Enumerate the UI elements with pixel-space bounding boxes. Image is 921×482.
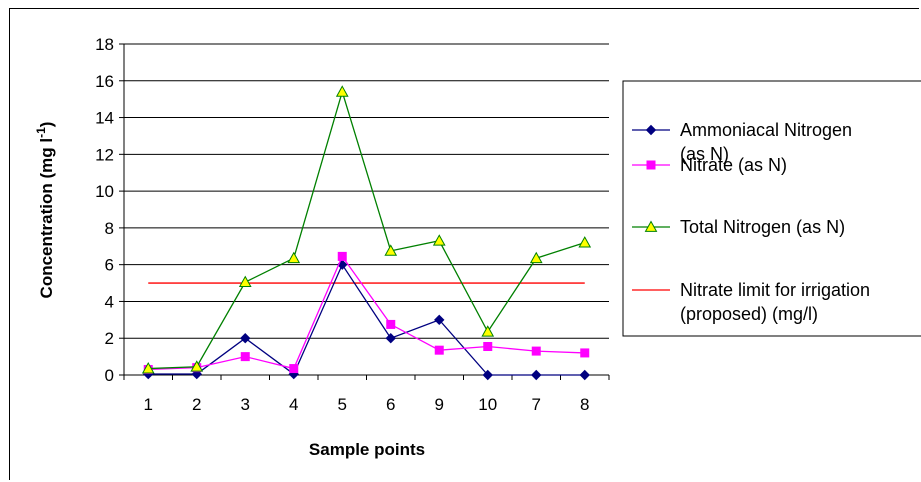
y-tick-label: 10 <box>95 182 114 201</box>
series-line <box>148 255 585 371</box>
y-tick-label: 16 <box>95 72 114 91</box>
x-tick-label: 8 <box>580 395 589 414</box>
data-point-marker <box>578 236 592 248</box>
legend: Ammoniacal Nitrogen (as N)Nitrate (as N) T… <box>622 80 921 337</box>
x-tick-label: 5 <box>338 395 347 414</box>
data-point-marker <box>580 348 590 358</box>
series-layer <box>141 85 592 381</box>
series-1 <box>143 251 590 374</box>
data-point-marker <box>289 364 299 374</box>
legend-box <box>622 80 921 337</box>
data-point-marker <box>644 220 658 232</box>
y-tick-label: 8 <box>105 219 114 238</box>
data-point-marker <box>579 369 590 381</box>
y-tick-label: 12 <box>95 145 114 164</box>
x-tick-label: 10 <box>478 395 497 414</box>
y-tick-label: 0 <box>105 366 114 385</box>
data-point-marker <box>434 345 444 355</box>
data-point-marker <box>337 251 347 261</box>
data-point-marker <box>481 325 495 337</box>
data-point-marker <box>646 160 656 170</box>
y-tick-label: 4 <box>105 292 114 311</box>
x-tick-label: 7 <box>532 395 541 414</box>
data-point-marker <box>531 369 542 381</box>
data-point-marker <box>529 251 543 264</box>
y-tick-label: 14 <box>95 109 114 128</box>
data-point-marker <box>386 319 396 329</box>
x-tick-label: 2 <box>192 395 201 414</box>
data-point-marker <box>482 369 493 381</box>
y-axis-title-superscript: -1 <box>34 127 48 138</box>
y-tick-label: 18 <box>95 35 114 54</box>
x-tick-label: 1 <box>144 395 153 414</box>
legend-label: (proposed) (mg/l) <box>680 304 818 324</box>
legend-label: Nitrate (as N) <box>680 155 787 175</box>
x-tick-label: 9 <box>435 395 444 414</box>
data-point-marker <box>384 244 398 256</box>
chart-frame <box>9 8 919 480</box>
data-point-marker <box>335 85 349 97</box>
data-point-marker <box>240 333 251 344</box>
data-point-marker <box>287 251 301 264</box>
y-tick-label: 6 <box>105 256 114 275</box>
y-axis-title-main: Concentration (mg l <box>37 138 56 299</box>
legend-label: Ammoniacal Nitrogen <box>680 120 852 140</box>
data-point-marker <box>531 346 541 356</box>
data-point-marker <box>385 333 396 344</box>
grid <box>124 43 609 339</box>
data-point-marker <box>432 234 446 246</box>
data-point-marker <box>483 341 493 351</box>
x-tick-label: 4 <box>289 395 298 414</box>
legend-label: Nitrate limit for irrigation <box>680 280 870 300</box>
data-point-marker <box>645 124 657 136</box>
y-axis-title-close: ) <box>37 122 56 128</box>
legend-label: Total Nitrogen (as N) <box>680 217 845 237</box>
x-axis-title: Sample points <box>309 440 425 459</box>
series-line <box>148 263 585 376</box>
data-point-marker <box>434 314 445 326</box>
y-axis-title: Concentration (mg l-1) <box>34 122 56 299</box>
legend-label: (as N) <box>680 144 729 164</box>
data-point-marker <box>190 360 204 372</box>
data-point-marker <box>238 275 252 288</box>
x-tick-label: 3 <box>241 395 250 414</box>
series-2 <box>141 85 592 374</box>
series-line <box>148 89 585 370</box>
data-point-marker <box>240 352 250 362</box>
x-tick-label: 6 <box>386 395 395 414</box>
data-point-marker <box>141 362 155 374</box>
y-tick-label: 2 <box>105 329 114 348</box>
